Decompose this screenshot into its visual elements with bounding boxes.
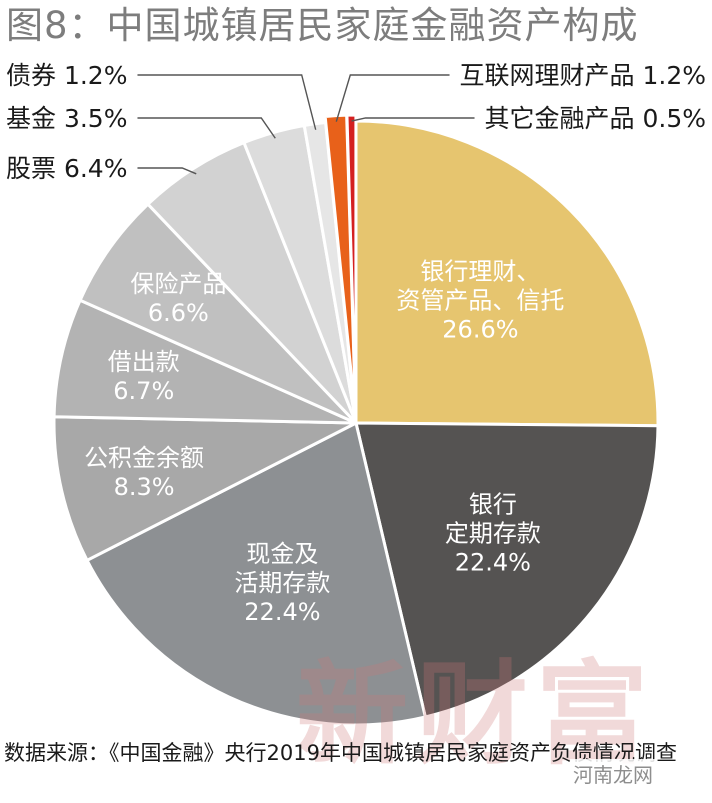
leader-line	[335, 74, 450, 122]
outer-slice-label: 互联网理财产品 1.2%	[460, 61, 706, 90]
slice-name-label: 现金及	[246, 540, 318, 568]
slice-value-label: 6.7%	[113, 377, 174, 405]
leader-line	[351, 117, 475, 122]
outer-slice-label: 股票 6.4%	[6, 154, 127, 183]
slice-labels: 银行理财、资管产品、信托26.6%银行定期存款22.4%现金及活期存款22.4%…	[6, 61, 706, 626]
outer-slice-label: 其它金融产品 0.5%	[485, 104, 706, 133]
slice-name-label: 银行	[469, 490, 517, 518]
slice-name-label: 资管产品、信托	[396, 287, 564, 315]
chart-title: 图8：中国城镇居民家庭金融资产构成	[6, 4, 639, 47]
slice-name-label: 借出款	[108, 348, 180, 376]
leader-line	[137, 74, 317, 130]
leader-line	[137, 167, 197, 175]
slice-name-label: 保险产品	[130, 270, 226, 298]
slice-value-label: 22.4%	[244, 598, 320, 626]
slice-name-label: 定期存款	[445, 519, 541, 547]
leader-line	[137, 117, 276, 139]
pie-slice-4	[52, 298, 357, 425]
pie-slice-3	[52, 415, 357, 563]
slice-value-label: 22.4%	[455, 548, 531, 576]
pie-slice-1	[354, 421, 660, 719]
site-badge: 河南龙网	[570, 759, 656, 788]
slice-value-label: 6.6%	[148, 299, 209, 327]
pie-slice-0	[354, 119, 660, 428]
slice-name-label: 活期存款	[234, 569, 330, 597]
slice-value-label: 8.3%	[114, 473, 175, 501]
outer-slice-label: 债券 1.2%	[6, 61, 127, 90]
outer-slice-label: 基金 3.5%	[6, 104, 127, 133]
pie-chart: 银行理财、资管产品、信托26.6%银行定期存款22.4%现金及活期存款22.4%…	[6, 61, 706, 727]
watermark: 新财富	[296, 649, 656, 780]
source-note: 数据来源：《中国金融》央行2019年中国城镇居民家庭资产负债情况调查	[4, 741, 677, 765]
pie-slice-5	[78, 202, 358, 425]
pie-slice-10	[345, 113, 358, 418]
pie-slice-2	[85, 420, 428, 727]
slice-name-label: 银行理财、	[420, 258, 540, 286]
leader-lines	[137, 74, 475, 175]
pie-slices	[52, 113, 660, 727]
slice-name-label: 公积金余额	[84, 444, 204, 472]
slice-value-label: 26.6%	[442, 316, 518, 344]
